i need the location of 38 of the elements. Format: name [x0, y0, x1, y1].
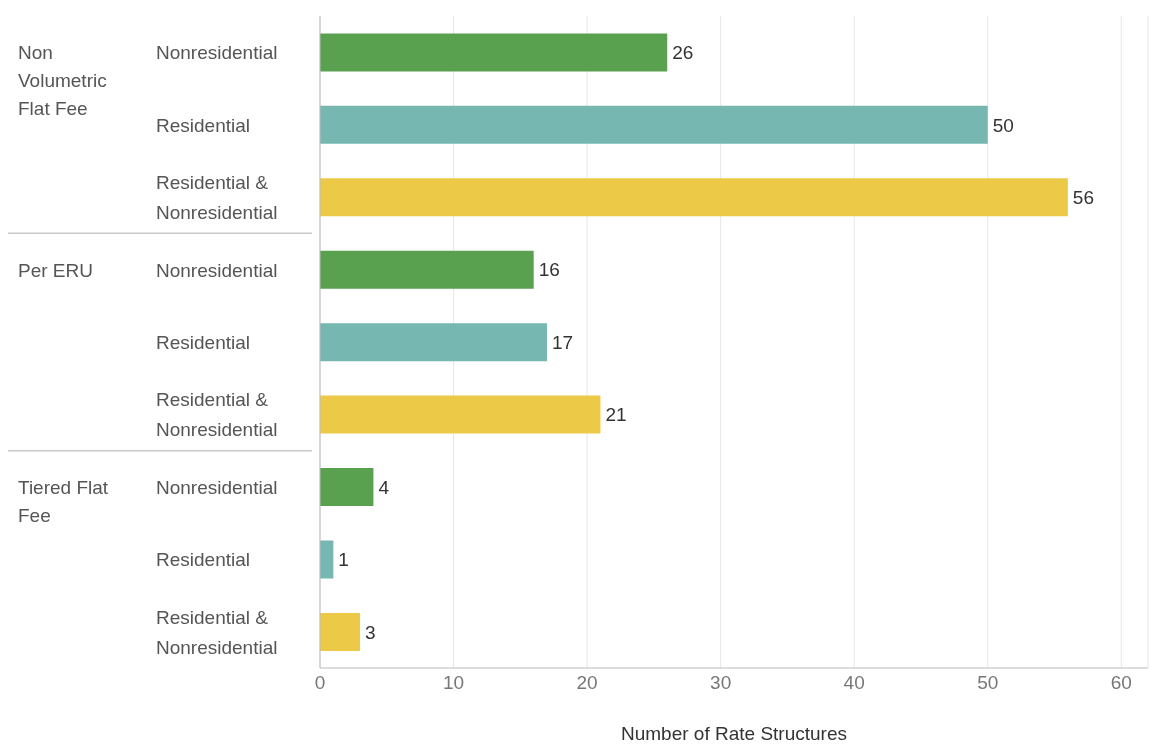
- bar: [320, 178, 1068, 217]
- text: Non Volumetric Flat Fee: [18, 41, 107, 119]
- x-axis-title: Number of Rate Structures: [621, 723, 847, 744]
- text: Per ERU: [18, 259, 93, 281]
- data-label: 50: [992, 114, 1014, 136]
- y-tick-label: Nonresidential: [156, 259, 278, 281]
- data-label: 1: [338, 549, 349, 571]
- x-tick-label: 60: [1110, 672, 1132, 694]
- y-tick-label: Residential & Nonresidential: [156, 388, 278, 440]
- data-label: 56: [1072, 187, 1095, 209]
- y-tick-label: Residential & Nonresidential: [156, 606, 278, 658]
- x-tick-label: 40: [843, 672, 865, 694]
- bar: [320, 540, 334, 579]
- bar: [320, 612, 361, 651]
- y-tick-label: Residential: [156, 331, 250, 353]
- y-tick-label: Residential: [156, 114, 250, 136]
- data-label: 21: [605, 404, 627, 426]
- y-tick-label: Nonresidential: [156, 41, 278, 63]
- text: Tiered Flat Fee: [18, 476, 109, 526]
- data-label: 4: [378, 476, 390, 498]
- x-tick-label: 50: [977, 672, 999, 694]
- x-tick-label: 20: [576, 672, 598, 694]
- data-label: 26: [672, 42, 694, 64]
- x-tick-label: 0: [314, 672, 326, 694]
- data-label: 17: [552, 331, 574, 353]
- y-tick-label: Residential: [156, 548, 250, 570]
- bar: [320, 468, 374, 507]
- y-tick-label: Nonresidential: [156, 476, 278, 498]
- x-tick-label: 10: [442, 672, 465, 694]
- bar: [320, 323, 548, 362]
- bar: [320, 33, 668, 72]
- data-label: 16: [538, 259, 560, 281]
- bar: [320, 395, 601, 434]
- bar: [320, 105, 988, 144]
- bar: [320, 250, 534, 289]
- data-label: 3: [365, 621, 376, 643]
- x-tick-label: 30: [710, 672, 732, 694]
- y-tick-label: Residential & Nonresidential: [156, 171, 278, 223]
